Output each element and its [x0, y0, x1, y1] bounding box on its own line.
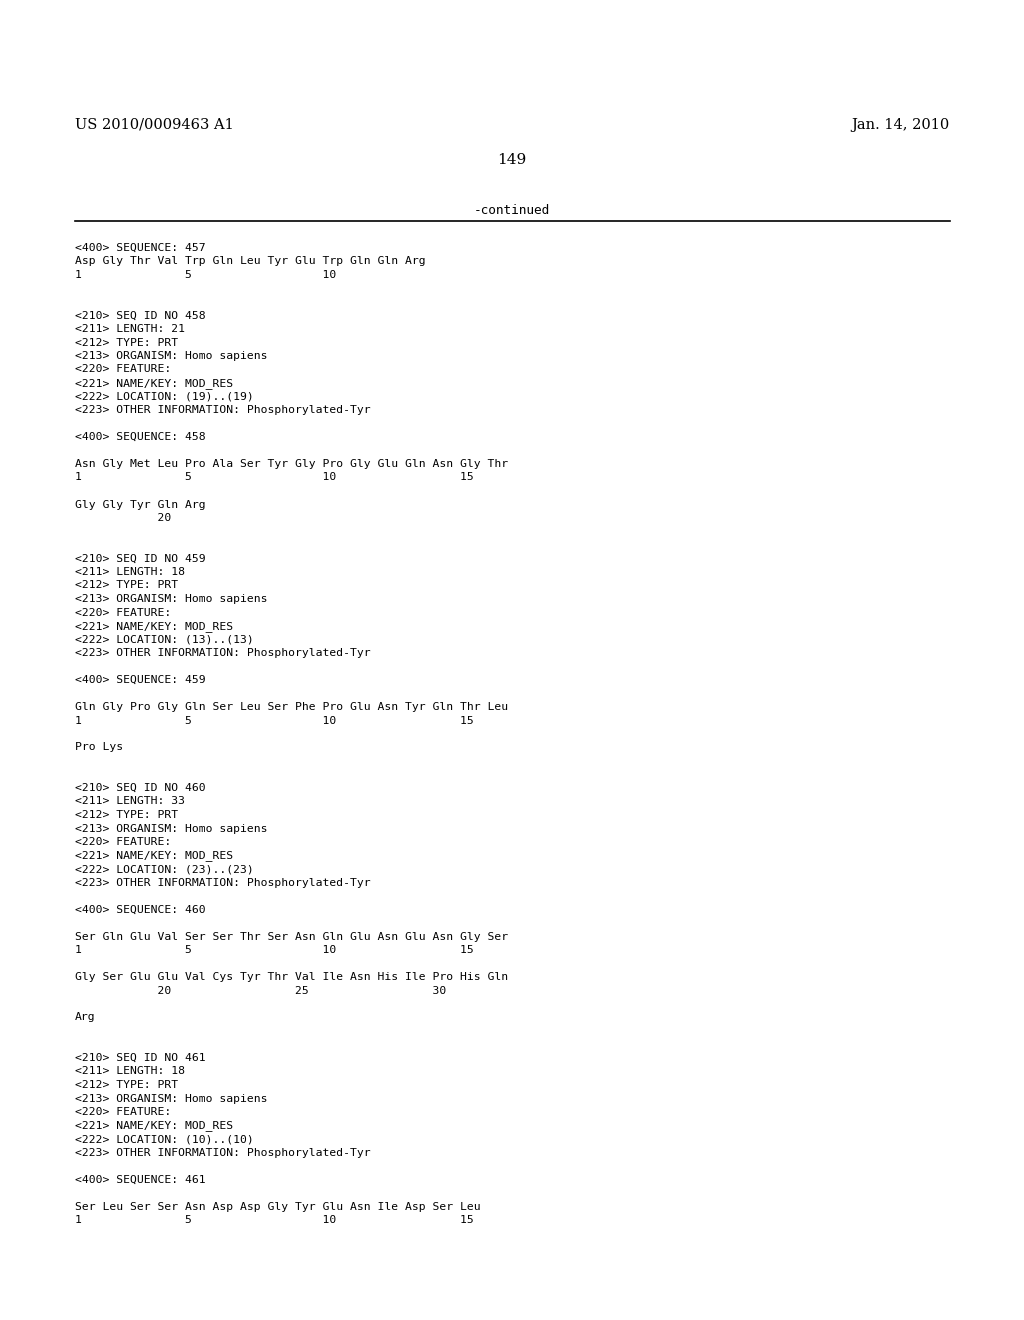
Text: <222> LOCATION: (10)..(10): <222> LOCATION: (10)..(10): [75, 1134, 254, 1144]
Text: 1               5                   10                  15: 1 5 10 15: [75, 1214, 474, 1225]
Text: <211> LENGTH: 33: <211> LENGTH: 33: [75, 796, 185, 807]
Text: Gly Ser Glu Glu Val Cys Tyr Thr Val Ile Asn His Ile Pro His Gln: Gly Ser Glu Glu Val Cys Tyr Thr Val Ile …: [75, 972, 508, 982]
Text: <220> FEATURE:: <220> FEATURE:: [75, 1107, 171, 1117]
Text: <221> NAME/KEY: MOD_RES: <221> NAME/KEY: MOD_RES: [75, 850, 233, 862]
Text: <210> SEQ ID NO 460: <210> SEQ ID NO 460: [75, 783, 206, 793]
Text: <210> SEQ ID NO 458: <210> SEQ ID NO 458: [75, 310, 206, 321]
Text: <221> NAME/KEY: MOD_RES: <221> NAME/KEY: MOD_RES: [75, 620, 233, 632]
Text: <213> ORGANISM: Homo sapiens: <213> ORGANISM: Homo sapiens: [75, 824, 267, 833]
Text: <400> SEQUENCE: 458: <400> SEQUENCE: 458: [75, 432, 206, 442]
Text: Ser Leu Ser Ser Asn Asp Asp Gly Tyr Glu Asn Ile Asp Ser Leu: Ser Leu Ser Ser Asn Asp Asp Gly Tyr Glu …: [75, 1201, 480, 1212]
Text: 1               5                   10                  15: 1 5 10 15: [75, 715, 474, 726]
Text: <400> SEQUENCE: 457: <400> SEQUENCE: 457: [75, 243, 206, 253]
Text: <220> FEATURE:: <220> FEATURE:: [75, 607, 171, 618]
Text: <223> OTHER INFORMATION: Phosphorylated-Tyr: <223> OTHER INFORMATION: Phosphorylated-…: [75, 1147, 371, 1158]
Text: <212> TYPE: PRT: <212> TYPE: PRT: [75, 1080, 178, 1090]
Text: <400> SEQUENCE: 459: <400> SEQUENCE: 459: [75, 675, 206, 685]
Text: 20: 20: [75, 513, 171, 523]
Text: 20                  25                  30: 20 25 30: [75, 986, 446, 995]
Text: -continued: -continued: [474, 205, 550, 216]
Text: <212> TYPE: PRT: <212> TYPE: PRT: [75, 338, 178, 347]
Text: <211> LENGTH: 18: <211> LENGTH: 18: [75, 568, 185, 577]
Text: Jan. 14, 2010: Jan. 14, 2010: [852, 117, 950, 132]
Text: <212> TYPE: PRT: <212> TYPE: PRT: [75, 581, 178, 590]
Text: <212> TYPE: PRT: <212> TYPE: PRT: [75, 810, 178, 820]
Text: <222> LOCATION: (13)..(13): <222> LOCATION: (13)..(13): [75, 635, 254, 644]
Text: <211> LENGTH: 18: <211> LENGTH: 18: [75, 1067, 185, 1077]
Text: Arg: Arg: [75, 1012, 95, 1023]
Text: <220> FEATURE:: <220> FEATURE:: [75, 837, 171, 847]
Text: <210> SEQ ID NO 459: <210> SEQ ID NO 459: [75, 553, 206, 564]
Text: Pro Lys: Pro Lys: [75, 742, 123, 752]
Text: <213> ORGANISM: Homo sapiens: <213> ORGANISM: Homo sapiens: [75, 1093, 267, 1104]
Text: <222> LOCATION: (19)..(19): <222> LOCATION: (19)..(19): [75, 392, 254, 401]
Text: 149: 149: [498, 153, 526, 168]
Text: <223> OTHER INFORMATION: Phosphorylated-Tyr: <223> OTHER INFORMATION: Phosphorylated-…: [75, 648, 371, 657]
Text: <223> OTHER INFORMATION: Phosphorylated-Tyr: <223> OTHER INFORMATION: Phosphorylated-…: [75, 878, 371, 887]
Text: <400> SEQUENCE: 460: <400> SEQUENCE: 460: [75, 904, 206, 915]
Text: <221> NAME/KEY: MOD_RES: <221> NAME/KEY: MOD_RES: [75, 1121, 233, 1131]
Text: <213> ORGANISM: Homo sapiens: <213> ORGANISM: Homo sapiens: [75, 351, 267, 360]
Text: <222> LOCATION: (23)..(23): <222> LOCATION: (23)..(23): [75, 865, 254, 874]
Text: 1               5                   10: 1 5 10: [75, 271, 336, 280]
Text: Gly Gly Tyr Gln Arg: Gly Gly Tyr Gln Arg: [75, 499, 206, 510]
Text: Asp Gly Thr Val Trp Gln Leu Tyr Glu Trp Gln Gln Arg: Asp Gly Thr Val Trp Gln Leu Tyr Glu Trp …: [75, 256, 426, 267]
Text: 1               5                   10                  15: 1 5 10 15: [75, 945, 474, 954]
Text: <400> SEQUENCE: 461: <400> SEQUENCE: 461: [75, 1175, 206, 1184]
Text: Gln Gly Pro Gly Gln Ser Leu Ser Phe Pro Glu Asn Tyr Gln Thr Leu: Gln Gly Pro Gly Gln Ser Leu Ser Phe Pro …: [75, 702, 508, 711]
Text: US 2010/0009463 A1: US 2010/0009463 A1: [75, 117, 233, 132]
Text: <223> OTHER INFORMATION: Phosphorylated-Tyr: <223> OTHER INFORMATION: Phosphorylated-…: [75, 405, 371, 414]
Text: <213> ORGANISM: Homo sapiens: <213> ORGANISM: Homo sapiens: [75, 594, 267, 605]
Text: Asn Gly Met Leu Pro Ala Ser Tyr Gly Pro Gly Glu Gln Asn Gly Thr: Asn Gly Met Leu Pro Ala Ser Tyr Gly Pro …: [75, 459, 508, 469]
Text: <210> SEQ ID NO 461: <210> SEQ ID NO 461: [75, 1053, 206, 1063]
Text: <211> LENGTH: 21: <211> LENGTH: 21: [75, 323, 185, 334]
Text: <221> NAME/KEY: MOD_RES: <221> NAME/KEY: MOD_RES: [75, 378, 233, 389]
Text: <220> FEATURE:: <220> FEATURE:: [75, 364, 171, 375]
Text: 1               5                   10                  15: 1 5 10 15: [75, 473, 474, 483]
Text: Ser Gln Glu Val Ser Ser Thr Ser Asn Gln Glu Asn Glu Asn Gly Ser: Ser Gln Glu Val Ser Ser Thr Ser Asn Gln …: [75, 932, 508, 941]
